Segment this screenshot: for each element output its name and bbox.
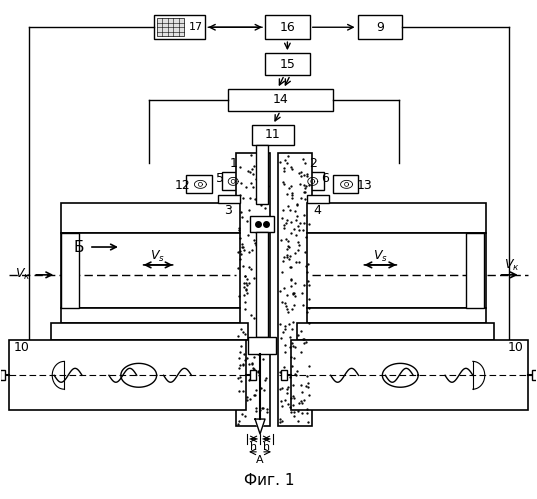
Bar <box>218 195 240 203</box>
Text: Б: Б <box>74 240 84 254</box>
Bar <box>307 195 329 203</box>
Bar <box>278 153 312 426</box>
Text: h: h <box>250 442 257 452</box>
Bar <box>307 308 486 322</box>
Bar <box>256 145 268 204</box>
Text: $V_s$: $V_s$ <box>150 249 165 263</box>
Bar <box>154 15 205 39</box>
Bar <box>61 233 240 308</box>
Bar <box>157 18 185 36</box>
Text: h: h <box>264 442 271 452</box>
Text: 17: 17 <box>188 22 202 32</box>
Bar <box>250 216 274 232</box>
Text: 11: 11 <box>265 128 281 141</box>
Bar <box>358 15 402 39</box>
Bar <box>256 232 268 336</box>
Polygon shape <box>255 419 265 434</box>
Bar <box>252 125 294 145</box>
Text: $V_s$: $V_s$ <box>373 249 388 263</box>
Bar <box>302 173 324 190</box>
Bar <box>51 322 248 340</box>
Text: 3: 3 <box>224 204 232 217</box>
Text: 12: 12 <box>175 179 190 192</box>
Text: 9: 9 <box>376 21 384 34</box>
Text: $V_к$: $V_к$ <box>16 267 31 282</box>
Bar <box>265 15 310 39</box>
Bar <box>236 153 270 426</box>
Bar <box>281 370 287 380</box>
Bar <box>10 340 246 410</box>
Bar <box>222 173 244 190</box>
Bar <box>265 53 310 75</box>
Bar <box>186 176 212 193</box>
Bar <box>332 176 359 193</box>
Bar <box>248 336 276 354</box>
Bar <box>466 233 484 308</box>
Text: 10: 10 <box>507 341 524 354</box>
Bar <box>61 203 240 233</box>
Bar <box>250 370 256 380</box>
Bar <box>291 340 527 410</box>
Bar <box>297 322 494 340</box>
Text: 10: 10 <box>13 341 30 354</box>
Text: Фиг. 1: Фиг. 1 <box>244 473 294 488</box>
Bar <box>307 233 486 308</box>
Text: 14: 14 <box>273 93 288 106</box>
Text: 1: 1 <box>229 157 237 170</box>
Text: 5: 5 <box>216 172 224 185</box>
Bar <box>307 203 486 233</box>
Text: 6: 6 <box>321 172 329 185</box>
Text: 15: 15 <box>279 57 295 70</box>
Bar <box>61 233 79 308</box>
Bar <box>228 89 332 111</box>
Bar <box>532 370 537 380</box>
Text: A: A <box>256 455 264 465</box>
Text: $V_к$: $V_к$ <box>504 258 519 273</box>
Bar <box>61 308 240 322</box>
Text: 13: 13 <box>357 179 372 192</box>
Text: 4: 4 <box>314 204 322 217</box>
Bar <box>0 370 5 380</box>
Text: 2: 2 <box>309 157 317 170</box>
Text: 16: 16 <box>280 21 295 34</box>
